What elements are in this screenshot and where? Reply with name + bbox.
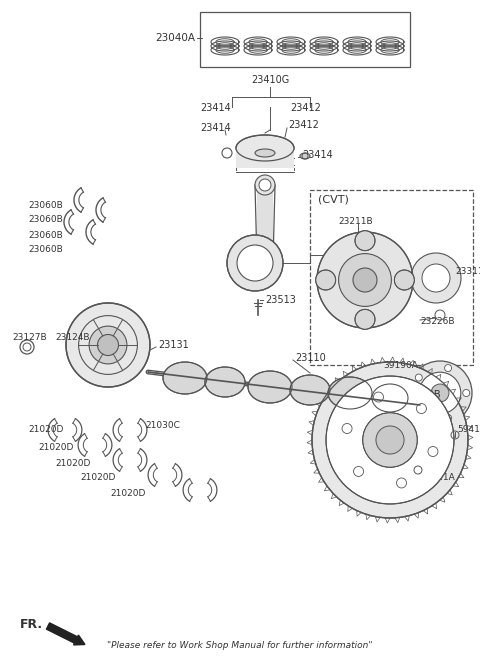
Circle shape bbox=[338, 254, 391, 306]
Ellipse shape bbox=[290, 375, 330, 405]
Circle shape bbox=[431, 384, 449, 402]
Text: 23200B: 23200B bbox=[403, 390, 441, 400]
Text: 23127B: 23127B bbox=[12, 333, 47, 342]
Text: 23060B: 23060B bbox=[28, 201, 63, 209]
Text: 23412: 23412 bbox=[288, 120, 319, 130]
Text: 21020D: 21020D bbox=[55, 459, 90, 468]
Text: 23226B: 23226B bbox=[420, 318, 455, 327]
Bar bbox=[200, 12, 410, 67]
Text: (CVT): (CVT) bbox=[318, 195, 349, 205]
Circle shape bbox=[373, 392, 384, 402]
Circle shape bbox=[428, 447, 438, 457]
Ellipse shape bbox=[328, 377, 372, 409]
FancyArrow shape bbox=[47, 623, 85, 645]
Text: 23060B: 23060B bbox=[28, 216, 63, 224]
Circle shape bbox=[363, 413, 417, 467]
Bar bbox=[257, 185, 273, 263]
Text: 39190A: 39190A bbox=[383, 361, 418, 369]
Circle shape bbox=[415, 405, 422, 412]
Circle shape bbox=[415, 374, 422, 381]
Circle shape bbox=[444, 365, 452, 371]
Text: 21020D: 21020D bbox=[80, 474, 115, 483]
Ellipse shape bbox=[236, 135, 294, 161]
Text: 23131: 23131 bbox=[158, 340, 189, 350]
Circle shape bbox=[411, 253, 461, 303]
Ellipse shape bbox=[372, 384, 408, 412]
Circle shape bbox=[376, 426, 404, 454]
Text: 23040A: 23040A bbox=[155, 33, 195, 43]
Text: 23124B: 23124B bbox=[55, 333, 89, 342]
Bar bbox=[310, 190, 473, 365]
Text: 21020D: 21020D bbox=[28, 426, 63, 434]
Circle shape bbox=[89, 326, 127, 364]
Circle shape bbox=[355, 310, 375, 329]
Circle shape bbox=[422, 264, 450, 292]
Ellipse shape bbox=[300, 153, 310, 159]
Text: 21020D: 21020D bbox=[110, 489, 145, 497]
Text: 23060B: 23060B bbox=[28, 230, 63, 239]
Circle shape bbox=[417, 403, 426, 413]
Text: "Please refer to Work Shop Manual for further information": "Please refer to Work Shop Manual for fu… bbox=[107, 640, 373, 649]
Ellipse shape bbox=[255, 149, 275, 157]
Text: FR.: FR. bbox=[20, 619, 43, 632]
Circle shape bbox=[227, 235, 283, 291]
Ellipse shape bbox=[205, 367, 245, 397]
Circle shape bbox=[342, 424, 352, 434]
Circle shape bbox=[353, 268, 377, 292]
Text: 23513: 23513 bbox=[265, 295, 296, 305]
Ellipse shape bbox=[248, 371, 292, 403]
Circle shape bbox=[66, 303, 150, 387]
Circle shape bbox=[237, 245, 273, 281]
Circle shape bbox=[259, 179, 271, 191]
Circle shape bbox=[97, 335, 119, 356]
Bar bbox=[236, 148, 294, 168]
Text: 23311A: 23311A bbox=[420, 474, 455, 483]
Ellipse shape bbox=[163, 362, 207, 394]
Text: 21030C: 21030C bbox=[145, 420, 180, 430]
Text: 23060B: 23060B bbox=[28, 245, 63, 255]
Text: 21020D: 21020D bbox=[38, 443, 73, 451]
Text: 23414: 23414 bbox=[200, 123, 231, 133]
Circle shape bbox=[255, 175, 275, 195]
Text: 23510: 23510 bbox=[362, 248, 393, 258]
Text: 23414: 23414 bbox=[200, 103, 231, 113]
Circle shape bbox=[395, 270, 414, 290]
Circle shape bbox=[419, 372, 461, 414]
Circle shape bbox=[444, 415, 452, 421]
Text: 59418: 59418 bbox=[457, 426, 480, 434]
Text: 23412: 23412 bbox=[290, 103, 321, 113]
Text: 23410G: 23410G bbox=[251, 75, 289, 85]
Text: 23311B: 23311B bbox=[455, 268, 480, 276]
Text: 23414: 23414 bbox=[302, 150, 333, 160]
Circle shape bbox=[396, 478, 407, 488]
Text: 23211B: 23211B bbox=[338, 218, 372, 226]
Circle shape bbox=[354, 466, 363, 476]
Circle shape bbox=[355, 231, 375, 251]
Text: 39191: 39191 bbox=[376, 474, 405, 483]
Circle shape bbox=[326, 376, 454, 504]
Text: 23110: 23110 bbox=[295, 353, 326, 363]
Circle shape bbox=[312, 362, 468, 518]
Circle shape bbox=[316, 270, 336, 290]
Circle shape bbox=[408, 361, 472, 425]
Circle shape bbox=[317, 232, 413, 328]
Circle shape bbox=[463, 390, 470, 396]
